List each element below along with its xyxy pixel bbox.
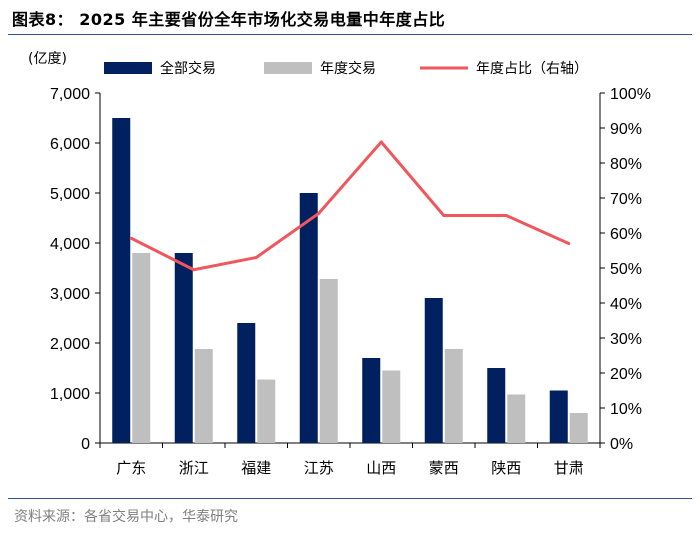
y-right-tick-label: 0%	[610, 436, 633, 453]
bar-annual	[257, 379, 276, 443]
y-right-tick-label: 90%	[610, 121, 642, 138]
y-left-tick-label: 2,000	[50, 336, 90, 353]
ratio-point	[567, 242, 571, 245]
y-right-tick-label: 100%	[610, 86, 651, 103]
chart: 全部交易 年度交易 年度占比（右轴） 0 1,000 2,000 3,000 4,000 5,…	[28, 51, 651, 477]
y-right-tick-label: 10%	[610, 401, 642, 418]
legend-swatch	[264, 62, 312, 74]
axis-labels: 0 1,000 2,000 3,000 4,000 5,000 6,000 7,000 0% 10…	[28, 51, 651, 477]
category-label: 浙江	[179, 459, 209, 477]
bar-annual	[569, 413, 588, 443]
y-right-tick-label: 30%	[610, 331, 642, 348]
y-left-tick-label: 1,000	[50, 386, 90, 403]
bar-annual	[382, 370, 401, 443]
bar-total	[174, 253, 193, 443]
bar-total	[362, 358, 381, 443]
category-label: 蒙西	[429, 459, 459, 477]
bar-total	[424, 298, 443, 443]
axes	[95, 92, 605, 448]
ratio-point	[379, 140, 383, 144]
source-divider	[8, 498, 692, 499]
ratio-point	[317, 211, 321, 215]
bar-annual	[507, 394, 526, 443]
category-label: 甘肃	[554, 459, 584, 477]
legend: 全部交易 年度交易 年度占比（右轴）	[104, 60, 588, 77]
y-left-tick-label: 7,000	[50, 86, 90, 103]
ratio-point	[504, 214, 508, 217]
bar-annual	[444, 349, 463, 443]
y-right-tick-label: 80%	[610, 156, 642, 173]
category-label: 陕西	[491, 459, 521, 477]
y-right-tick-label: 60%	[610, 226, 642, 243]
bar-annual	[194, 349, 213, 443]
source-note: 资料来源：各省交易中心，华泰研究	[14, 509, 238, 525]
legend-label: 年度占比（右轴）	[476, 61, 588, 77]
bars	[112, 118, 588, 443]
legend-swatch	[104, 62, 152, 74]
category-label: 广东	[116, 459, 146, 477]
y-left-tick-label: 3,000	[50, 286, 90, 303]
ratio-line	[129, 140, 571, 272]
y-left-tick-label: 4,000	[50, 236, 90, 253]
category-label: 福建	[241, 459, 271, 477]
y-left-tick-label: 5,000	[50, 186, 90, 203]
figure-title: 图表8： 2025 年主要省份全年市场化交易电量中年度占比	[12, 10, 446, 29]
legend-label: 全部交易	[160, 60, 216, 77]
bar-total	[237, 323, 256, 443]
ratio-point	[254, 256, 258, 259]
ratio-point	[442, 214, 446, 217]
bar-annual	[132, 253, 151, 443]
y-right-tick-label: 20%	[610, 366, 642, 383]
bar-total	[549, 390, 568, 443]
y-right-tick-label: 50%	[610, 261, 642, 278]
title-divider	[8, 34, 692, 35]
ratio-point	[192, 268, 196, 272]
y-left-tick-label: 0	[81, 436, 90, 453]
y-right-tick-label: 70%	[610, 191, 642, 208]
bar-total	[112, 118, 131, 443]
y-left-tick-label: 6,000	[50, 136, 90, 153]
bar-annual	[319, 279, 338, 443]
bar-total	[487, 368, 506, 443]
legend-label: 年度交易	[320, 60, 376, 77]
y-right-tick-label: 40%	[610, 296, 642, 313]
ratio-point	[129, 236, 133, 240]
bar-total	[299, 193, 318, 443]
y-left-unit-label: (亿度)	[28, 51, 67, 67]
ratio-polyline	[130, 140, 570, 272]
category-label: 山西	[366, 459, 396, 477]
category-label: 江苏	[304, 459, 334, 477]
